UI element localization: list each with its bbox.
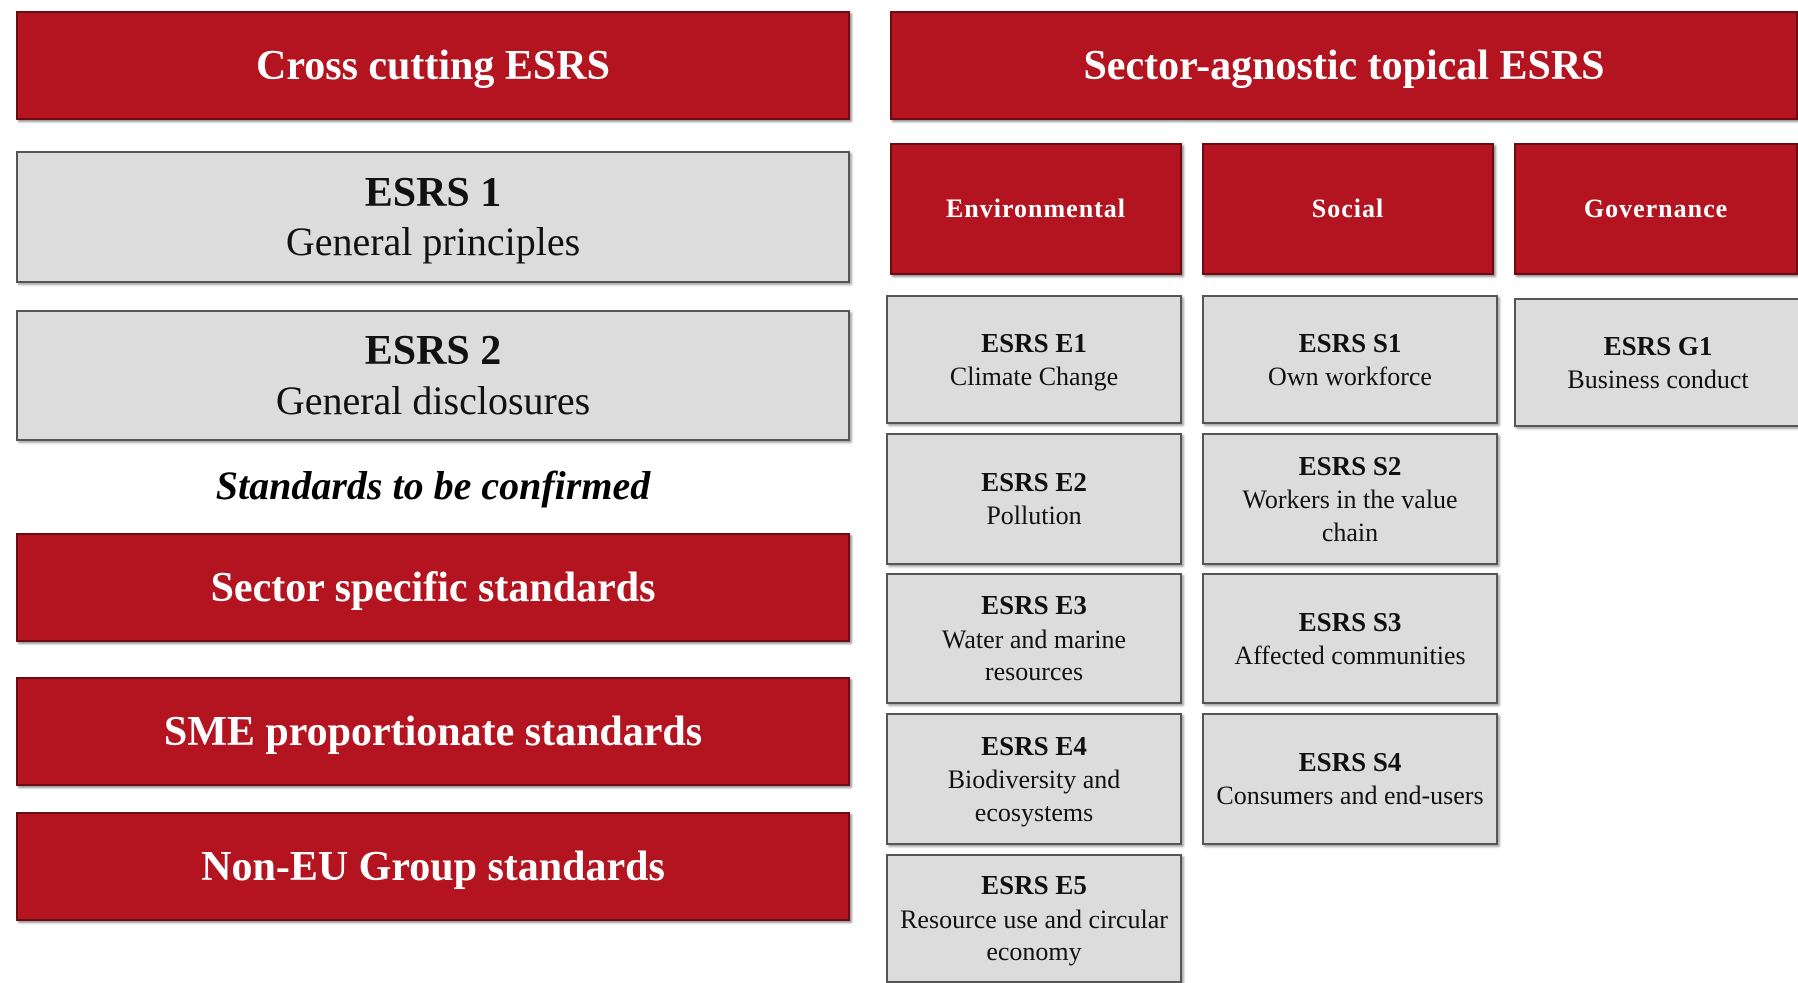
topic-code: ESRS E2 [981,467,1087,498]
column-header: Environmental [890,143,1182,275]
topic-code: ESRS S2 [1298,450,1402,481]
topic-label: Affected communities [1234,640,1466,670]
topic-box: ESRS E3 Water and marine resources [886,573,1182,704]
topic-code: ESRS S4 [1298,747,1402,778]
column-header: Governance [1514,143,1798,275]
topic-code: ESRS S3 [1298,606,1402,637]
topic-box: ESRS E1 Climate Change [886,295,1182,424]
standard-code: ESRS 1 [364,169,502,216]
topic-label: Resource use and circular economy [900,904,1168,967]
standard-box: ESRS 2 General disclosures [16,310,850,441]
topic-box: ESRS S1 Own workforce [1202,295,1498,424]
topic-box: ESRS E5 Resource use and circular economy [886,854,1182,983]
standard-box: ESRS 1 General principles [16,151,850,283]
left-header: Cross cutting ESRS [16,11,850,120]
topic-code: ESRS S1 [1298,327,1402,358]
topic-label: Workers in the value chain [1242,485,1458,547]
topic-code: ESRS E5 [981,870,1087,901]
topic-label: Business conduct [1567,364,1749,394]
pending-standard: Non-EU Group standards [16,812,850,921]
topic-code: ESRS E1 [981,327,1087,358]
pending-standard: SME proportionate standards [16,677,850,786]
topic-label: Consumers and end-users [1216,781,1484,811]
topic-code: ESRS E4 [981,730,1087,761]
topic-label: Own workforce [1268,361,1432,391]
standard-label: General disclosures [275,377,591,423]
topic-label: Water and marine resources [941,624,1127,687]
standard-label: General principles [285,219,581,265]
topic-box: ESRS S4 Consumers and end-users [1202,713,1498,845]
topic-box: ESRS S2 Workers in the value chain [1202,433,1498,565]
column-header: Social [1202,143,1494,275]
right-header: Sector-agnostic topical ESRS [890,11,1798,120]
topic-code: ESRS E3 [981,590,1087,621]
note: Standards to be confirmed [215,463,651,508]
topic-box: ESRS E2 Pollution [886,433,1182,565]
pending-standard: Sector specific standards [16,533,850,642]
standard-code: ESRS 2 [364,328,502,375]
topic-box: ESRS E4 Biodiversity and ecosystems [886,713,1182,845]
topic-box: ESRS S3 Affected communities [1202,573,1498,704]
topic-label: Pollution [986,501,1082,531]
topic-code: ESRS G1 [1603,330,1713,361]
topic-label: Biodiversity and ecosystems [947,765,1121,827]
topic-label: Climate Change [949,361,1119,391]
topic-box: ESRS G1 Business conduct [1514,298,1798,427]
